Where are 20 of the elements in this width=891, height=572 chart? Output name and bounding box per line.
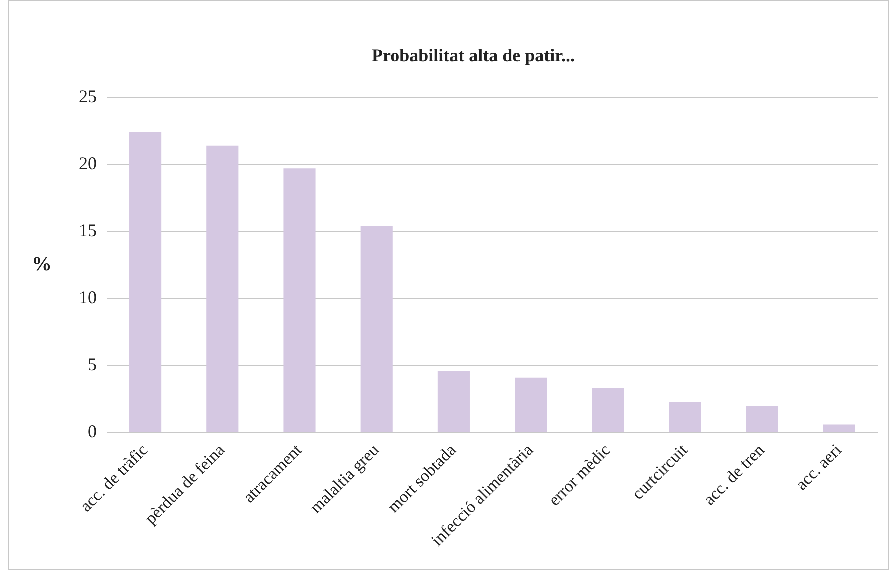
bar	[284, 168, 316, 432]
bar	[515, 378, 548, 432]
bar	[438, 371, 470, 432]
bar	[360, 226, 393, 432]
y-tick-label: 15	[79, 220, 97, 240]
bar	[746, 406, 778, 432]
y-tick-label: 0	[88, 422, 97, 442]
bar	[206, 146, 239, 432]
bar	[130, 132, 162, 432]
y-tick-label: 5	[88, 354, 97, 374]
bar	[669, 402, 702, 432]
y-tick-label: 10	[79, 287, 97, 308]
bar	[823, 424, 856, 432]
y-axis-title: %	[32, 253, 52, 276]
x-tick-label: acc. aeri	[792, 440, 846, 494]
bar	[592, 388, 624, 432]
x-tick-label: acc. de tren	[700, 440, 769, 510]
y-tick-label: 25	[79, 86, 97, 106]
y-tick-label: 20	[79, 153, 97, 174]
chart-title: Probabilitat alta de patir...	[372, 45, 576, 66]
